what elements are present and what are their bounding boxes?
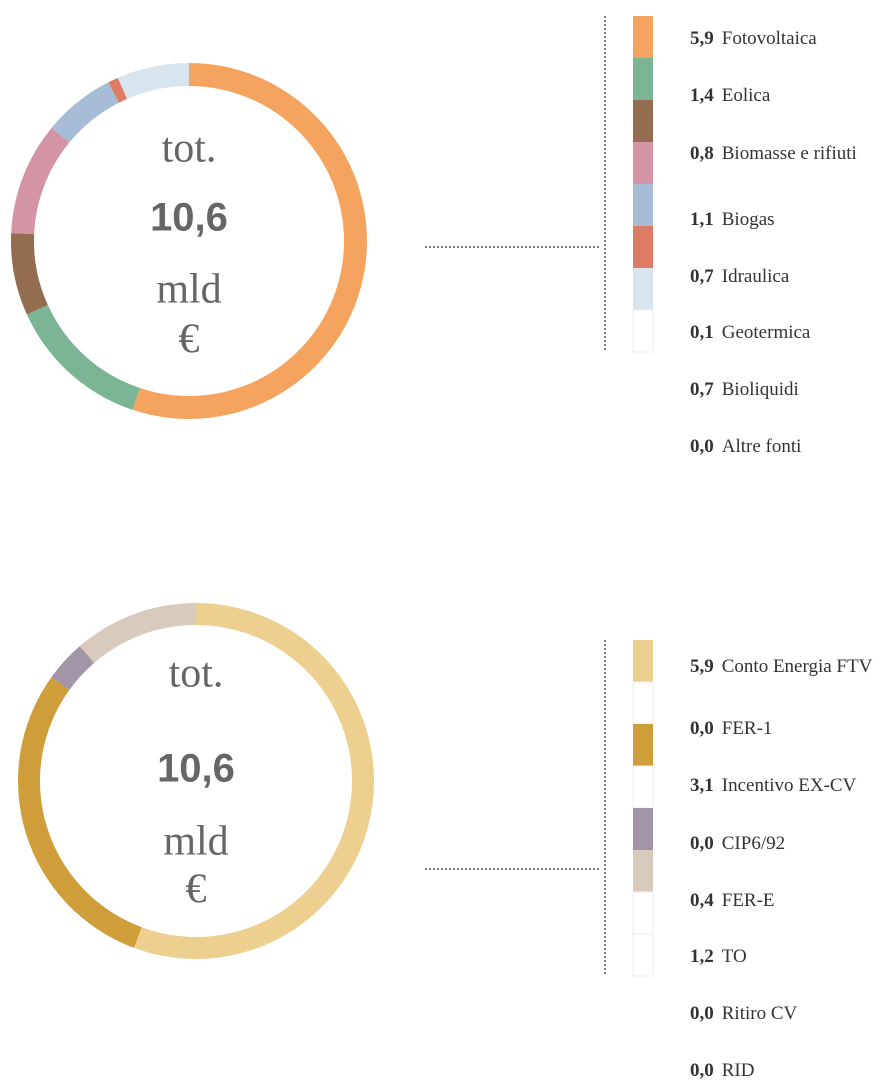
legend-name: Altre fonti	[722, 436, 802, 457]
legend-label: 0,7 Bioliquidi	[690, 379, 799, 400]
donut-segment	[132, 63, 367, 419]
donut-segment	[26, 305, 140, 410]
legend-name: Eolica	[722, 85, 771, 106]
legend-label: 0,0 Ritiro CV	[690, 1003, 798, 1024]
legend-swatch	[632, 681, 654, 725]
center-text: 10,6	[150, 196, 228, 240]
legend-value: 0,7	[690, 266, 714, 287]
legend-name: FER-1	[722, 718, 773, 739]
center-text: €	[179, 317, 200, 363]
legend-value: 1,1	[690, 209, 714, 230]
donut-segment	[10, 233, 48, 315]
center-text: mld	[163, 819, 228, 865]
legend-label: 0,0 FER-1	[690, 718, 772, 739]
legend-name: CIP6/92	[722, 833, 785, 854]
legend-swatch	[632, 891, 654, 935]
center-text: tot.	[169, 651, 224, 697]
legend-value: 0,8	[690, 143, 714, 164]
center-text: mld	[156, 267, 221, 313]
legend-label: 1,4 Eolica	[690, 85, 771, 106]
legend-swatch	[633, 724, 653, 766]
legend-label: 0,1 Geotermica	[690, 322, 811, 343]
legend-name: Ritiro CV	[722, 1003, 798, 1024]
center-text: tot.	[162, 126, 217, 172]
legend-name: Conto Energia FTV	[722, 656, 873, 677]
legend-label: 0,0 CIP6/92	[690, 833, 785, 854]
legend-name: Fotovoltaica	[722, 28, 818, 49]
legend-value: 3,1	[690, 775, 714, 796]
legend-value: 0,0	[690, 718, 714, 739]
legend-value: 5,9	[690, 28, 714, 49]
legend-swatch	[633, 850, 653, 892]
legend-name: Geotermica	[722, 322, 811, 343]
legend-name: TO	[722, 946, 747, 967]
legend-name: FER-E	[722, 890, 775, 911]
legend-name: Bioliquidi	[722, 379, 799, 400]
donut-segment	[17, 677, 142, 948]
legend-value: 0,0	[690, 436, 714, 457]
legend-label: 0,4 FER-E	[690, 890, 775, 911]
center-text: 10,6	[157, 747, 235, 791]
legend-value: 0,0	[690, 1060, 714, 1081]
legend-swatch	[633, 58, 653, 100]
legend-value: 0,1	[690, 322, 714, 343]
legend-name: Idraulica	[722, 266, 790, 287]
legend-swatch	[632, 309, 654, 353]
legend-label: 1,1 Biogas	[690, 209, 775, 230]
legend-value: 0,0	[690, 1003, 714, 1024]
legend-value: 5,9	[690, 656, 714, 677]
center-text: €	[186, 867, 207, 913]
legend-label: 0,0 RID	[690, 1060, 754, 1081]
legend-swatch	[633, 268, 653, 310]
legend-name: Biogas	[722, 209, 775, 230]
legend-label: 0,8 Biomasse e rifiuti	[690, 143, 857, 164]
legend-label: 0,0 Altre fonti	[690, 436, 801, 457]
donut-segment	[51, 646, 95, 691]
donut-segment	[11, 127, 70, 235]
legend-value: 1,2	[690, 946, 714, 967]
legend-label: 1,2 TO	[690, 946, 747, 967]
legend-swatch	[633, 100, 653, 142]
legend-label: 3,1 Incentivo EX-CV	[690, 775, 857, 796]
legend-name: Biomasse e rifiuti	[722, 143, 857, 164]
legend-value: 1,4	[690, 85, 714, 106]
legend-name: RID	[722, 1060, 755, 1081]
legend-label: 0,7 Idraulica	[690, 266, 790, 287]
legend-swatch	[633, 184, 653, 226]
legend-value: 0,7	[690, 379, 714, 400]
donut-segment	[79, 603, 196, 663]
legend-value: 0,0	[690, 833, 714, 854]
legend-swatch	[633, 16, 653, 58]
donut-segment	[108, 77, 128, 103]
legend-swatch	[632, 933, 654, 977]
legend-value: 0,4	[690, 890, 714, 911]
legend-swatch	[633, 226, 653, 268]
donut-segment	[51, 82, 119, 143]
legend-name: Incentivo EX-CV	[722, 775, 857, 796]
legend-swatch	[632, 765, 654, 809]
legend-label: 5,9 Fotovoltaica	[690, 28, 817, 49]
legend-swatch	[633, 640, 653, 682]
legend-swatch	[633, 808, 653, 850]
legend-label: 5,9 Conto Energia FTV	[690, 656, 873, 677]
legend-swatch	[633, 142, 653, 184]
donut-segment	[117, 63, 189, 99]
